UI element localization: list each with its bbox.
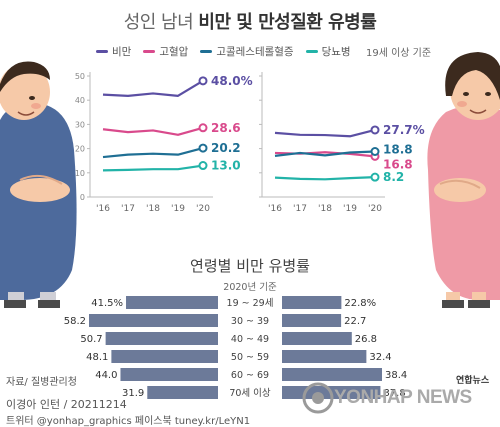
end-point-male-0 [198, 76, 208, 86]
y-tick-label: 50 [75, 72, 85, 81]
data-label-male-0: 48.0% [211, 74, 253, 88]
y-tick-label: 40 [75, 96, 85, 105]
bar-label-male: 58.2 [64, 316, 86, 327]
x-tick-label: '20 [196, 204, 210, 214]
data-label-female-0: 27.7% [383, 123, 425, 137]
data-label-female-2: 18.8 [383, 143, 413, 157]
legend-swatch-obesity [96, 50, 108, 53]
age-category-label: 40 ~ 49 [231, 334, 269, 345]
data-label-female-1: 16.8 [383, 157, 413, 171]
x-tick-label: '19 [343, 204, 357, 214]
bar-male-3 [111, 350, 218, 363]
bar-label-male: 44.0 [95, 370, 117, 381]
data-label-female-3: 8.2 [383, 170, 404, 184]
page-title: 성인 남녀 비만 및 만성질환 유병률 [0, 8, 500, 34]
y-tick-label: 20 [75, 145, 85, 154]
age-category-label: 50 ~ 59 [231, 352, 269, 363]
end-point-female-2 [370, 147, 380, 157]
x-tick-label: '18 [146, 204, 160, 214]
legend-swatch-cholesterol [200, 50, 213, 53]
bar-female-4 [282, 368, 382, 381]
series-line-male-3 [102, 164, 204, 172]
legend-obesity: 비만 [96, 44, 131, 59]
bar-label-female: 22.8% [344, 298, 376, 309]
legend-cholesterol: 고콜레스테롤혈증 [200, 44, 294, 59]
title-bold: 비만 및 만성질환 유병률 [198, 12, 377, 33]
legend-label-diabetes: 당뇨병 [321, 46, 351, 58]
bar-label-female: 32.4 [369, 352, 391, 363]
charts-layer: 0 10 20 30 40 50 '16 '17 '18 '19 '20 48.0% 28.6 20.2 1… [64, 72, 425, 399]
bar-label-male: 31.9 [122, 388, 144, 399]
y-tick-label: 10 [75, 169, 85, 178]
bar-label-female: 22.7 [344, 316, 366, 327]
end-point-male-3 [198, 161, 208, 171]
bar-male-0 [126, 296, 218, 309]
x-tick-label: '18 [318, 204, 332, 214]
bar-chart-subtitle: 2020년 기준 [223, 282, 277, 293]
x-tick-label: '19 [171, 204, 185, 214]
bar-label-female: 38.4 [385, 370, 407, 381]
sns-line: 트위터 @yonhap_graphics 페이스북 tuney.kr/LeYN1 [6, 416, 251, 427]
bar-chart-title: 연령별 비만 유병률 [190, 257, 310, 275]
female-figure-illustration [427, 52, 500, 308]
end-point-male-2 [198, 143, 208, 153]
legend-hypertension: 고혈압 [143, 44, 188, 59]
x-tick-label: '17 [293, 204, 307, 214]
legend: 비만 고혈압 고콜레스테롤혈증 당뇨병 [96, 44, 351, 59]
bar-label-male: 41.5% [91, 298, 123, 309]
x-tick-label: '17 [121, 204, 135, 214]
bar-male-4 [120, 368, 218, 381]
legend-label-cholesterol: 고콜레스테롤혈증 [216, 46, 294, 58]
series-line-male-1 [102, 126, 204, 136]
data-label-male-1: 28.6 [211, 121, 241, 135]
credit-line: 이경아 인턴 / 20211214 [6, 398, 127, 411]
end-point-female-0 [370, 125, 380, 135]
age-category-label: 60 ~ 69 [231, 370, 269, 381]
basis-note: 19세 이상 기준 [366, 48, 432, 59]
data-label-male-2: 20.2 [211, 141, 241, 155]
legend-swatch-hypertension [143, 50, 156, 53]
age-category-label: 30 ~ 39 [231, 316, 269, 327]
x-tick-label: '16 [268, 204, 282, 214]
bar-label-male: 48.1 [86, 352, 108, 363]
bar-male-1 [89, 314, 218, 327]
bar-female-1 [282, 314, 342, 327]
bar-female-3 [282, 350, 367, 363]
brand-logo-text: YONHAP NEWS [334, 387, 472, 408]
x-tick-label: '20 [368, 204, 382, 214]
series-line-female-0 [274, 128, 376, 138]
age-category-label: 70세 이상 [229, 388, 271, 399]
data-label-male-3: 13.0 [211, 159, 241, 173]
end-point-male-1 [198, 123, 208, 133]
y-tick-label: 0 [80, 193, 85, 202]
end-point-female-3 [370, 172, 380, 182]
series-line-male-0 [102, 79, 204, 97]
y-tick-label: 30 [75, 120, 85, 129]
legend-diabetes: 당뇨병 [305, 44, 351, 59]
brand-logo-icon [302, 382, 334, 414]
bar-label-female: 37.8 [383, 388, 405, 399]
legend-swatch-diabetes [305, 50, 318, 53]
bar-male-5 [147, 386, 218, 399]
series-line-female-3 [274, 176, 376, 181]
x-tick-label: '16 [96, 204, 110, 214]
bar-label-female: 26.8 [355, 334, 377, 345]
male-figure-illustration [0, 61, 77, 308]
brand-logo: YONHAP NEWS [300, 380, 496, 416]
legend-label-hypertension: 고혈압 [159, 46, 189, 58]
bar-male-2 [105, 332, 218, 345]
series-line-female-2 [274, 150, 376, 157]
title-light: 성인 남녀 [123, 12, 199, 33]
age-category-label: 19 ~ 29세 [227, 298, 274, 309]
bar-female-2 [282, 332, 352, 345]
legend-label-obesity: 비만 [112, 46, 132, 58]
bar-female-0 [282, 296, 342, 309]
bar-label-male: 50.7 [80, 334, 102, 345]
brand-small-label: 연합뉴스 [456, 376, 490, 386]
source-note: 자료/ 질병관리청 [6, 377, 77, 388]
series-line-male-2 [102, 147, 204, 159]
